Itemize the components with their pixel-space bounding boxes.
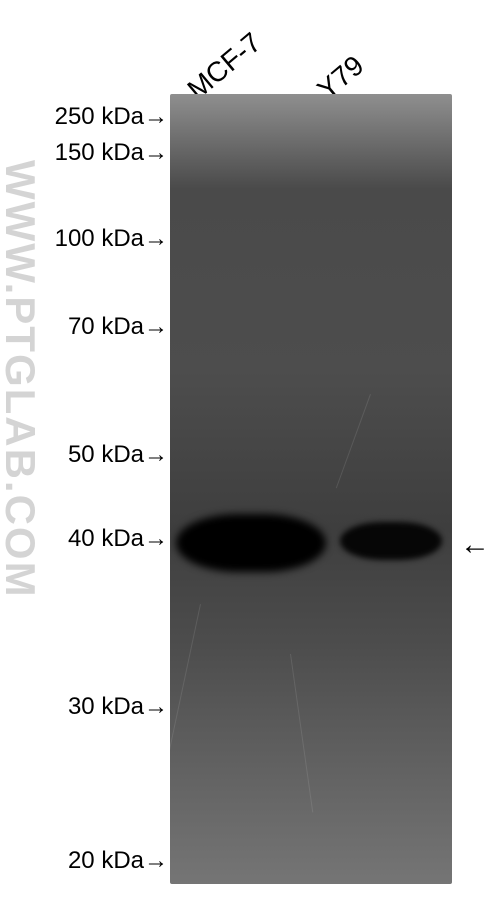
mw-label-50: 50 kDa→ [68, 441, 168, 469]
mw-label-250: 250 kDa→ [55, 103, 168, 131]
band-mcf7 [176, 514, 326, 572]
film-scratch [336, 394, 371, 488]
mw-label-100: 100 kDa→ [55, 225, 168, 253]
mw-label-20: 20 kDa→ [68, 847, 168, 875]
mw-label-30: 30 kDa→ [68, 693, 168, 721]
film-scratch [290, 654, 313, 813]
mw-label-150: 150 kDa→ [55, 139, 168, 167]
film-scratch [170, 604, 201, 780]
mw-label-40: 40 kDa→ [68, 525, 168, 553]
western-blot-figure: { "figure": { "width_px": 500, "height_p… [0, 0, 500, 903]
blot-membrane [170, 94, 452, 884]
mw-label-70: 70 kDa→ [68, 313, 168, 341]
band-y79 [340, 522, 442, 560]
target-band-arrow: ← [460, 528, 490, 562]
watermark-text: WWW.PTGLAB.COM [0, 160, 44, 599]
